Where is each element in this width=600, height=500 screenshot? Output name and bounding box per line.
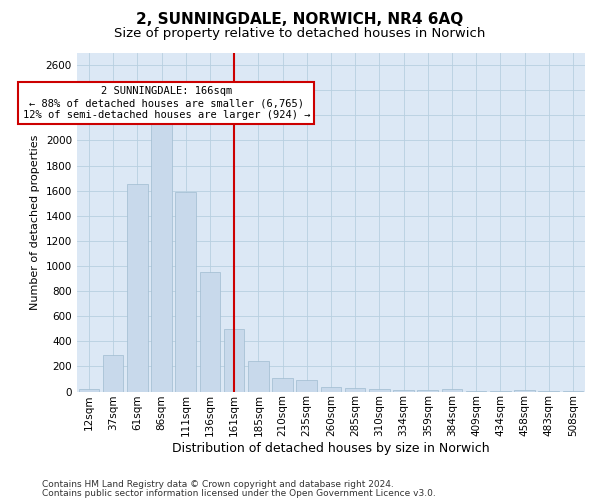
- Bar: [272, 378, 293, 392]
- X-axis label: Distribution of detached houses by size in Norwich: Distribution of detached houses by size …: [172, 442, 490, 455]
- Bar: [248, 361, 269, 392]
- Bar: [79, 390, 99, 392]
- Bar: [320, 388, 341, 392]
- Text: 2 SUNNINGDALE: 166sqm
← 88% of detached houses are smaller (6,765)
12% of semi-d: 2 SUNNINGDALE: 166sqm ← 88% of detached …: [23, 86, 310, 120]
- Bar: [466, 391, 487, 392]
- Y-axis label: Number of detached properties: Number of detached properties: [30, 134, 40, 310]
- Bar: [224, 329, 244, 392]
- Bar: [393, 390, 414, 392]
- Bar: [345, 388, 365, 392]
- Text: Contains public sector information licensed under the Open Government Licence v3: Contains public sector information licen…: [42, 488, 436, 498]
- Bar: [563, 391, 583, 392]
- Bar: [200, 272, 220, 392]
- Bar: [127, 184, 148, 392]
- Bar: [296, 380, 317, 392]
- Text: Size of property relative to detached houses in Norwich: Size of property relative to detached ho…: [115, 28, 485, 40]
- Bar: [442, 389, 462, 392]
- Bar: [151, 124, 172, 392]
- Bar: [369, 389, 389, 392]
- Text: Contains HM Land Registry data © Crown copyright and database right 2024.: Contains HM Land Registry data © Crown c…: [42, 480, 394, 489]
- Text: 2, SUNNINGDALE, NORWICH, NR4 6AQ: 2, SUNNINGDALE, NORWICH, NR4 6AQ: [136, 12, 464, 28]
- Bar: [418, 390, 438, 392]
- Bar: [538, 391, 559, 392]
- Bar: [514, 390, 535, 392]
- Bar: [490, 391, 511, 392]
- Bar: [103, 355, 124, 392]
- Bar: [175, 192, 196, 392]
